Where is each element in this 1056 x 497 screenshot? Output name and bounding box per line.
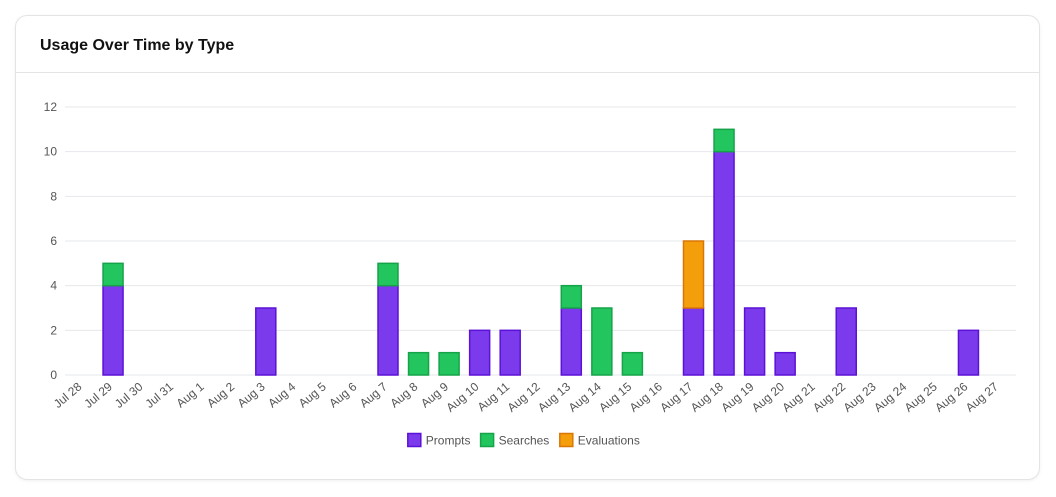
x-tick-label: Aug 3 [235, 379, 268, 410]
x-tick-label: Aug 24 [871, 379, 909, 414]
x-tick-label: Aug 10 [443, 379, 481, 414]
bar-prompts [713, 150, 735, 376]
bar-prompts [835, 307, 857, 376]
y-tick-label: 6 [50, 234, 57, 248]
legend-label-evaluations[interactable]: Evaluations [578, 434, 640, 448]
x-tick-label: Aug 4 [265, 379, 298, 410]
bar-searches [621, 351, 644, 376]
y-tick-label: 12 [44, 100, 58, 114]
x-tick-label: Aug 11 [475, 379, 513, 414]
x-tick-label: Aug 5 [296, 379, 329, 410]
x-tick-label: Aug 16 [627, 379, 665, 414]
x-tick-label: Aug 15 [596, 379, 634, 414]
x-tick-label: Aug 25 [902, 379, 940, 414]
legend-swatch-prompts[interactable] [407, 432, 422, 448]
bar-searches [713, 128, 735, 153]
y-tick-label: 2 [50, 323, 57, 337]
x-tick-label: Aug 6 [326, 379, 359, 410]
x-tick-label: Aug 7 [357, 379, 390, 410]
bar-prompts [743, 307, 766, 376]
bar-prompts [102, 284, 124, 376]
x-tick-label: Aug 21 [779, 379, 817, 414]
x-tick-label: Aug 1 [174, 379, 207, 410]
y-tick-label: 0 [50, 368, 57, 382]
x-tick-label: Aug 8 [387, 379, 420, 410]
x-tick-label: Aug 13 [535, 379, 573, 414]
legend-swatch-searches[interactable] [479, 432, 495, 448]
x-tick-label: Aug 26 [932, 379, 970, 414]
x-tick-label: Aug 22 [810, 379, 848, 414]
x-tick-label: Jul 29 [81, 379, 115, 411]
usage-chart-card: Usage Over Time by Type [15, 15, 1040, 480]
chart-title: Usage Over Time by Type [40, 37, 235, 54]
legend-label-searches[interactable]: Searches [499, 434, 550, 448]
x-tick-label: Aug 27 [963, 379, 1001, 414]
x-tick-label: Jul 31 [143, 379, 177, 411]
bar-prompts [377, 284, 399, 376]
bar-prompts [774, 351, 796, 376]
bar-searches [407, 351, 430, 376]
x-tick-label: Aug 20 [749, 379, 787, 414]
x-tick-label: Aug 23 [841, 379, 879, 414]
bar-searches [102, 262, 124, 287]
bar-searches [438, 351, 460, 376]
bar-searches [591, 307, 613, 376]
legend-label-prompts[interactable]: Prompts [426, 434, 471, 448]
x-tick-label: Aug 12 [505, 379, 543, 414]
card-header: Usage Over Time by Type [16, 16, 1039, 73]
bar-prompts [499, 329, 521, 376]
x-tick-label: Jul 28 [51, 379, 85, 411]
bar-prompts [255, 307, 277, 376]
x-tick-label: Aug 19 [718, 379, 756, 414]
x-tick-label: Aug 17 [657, 379, 695, 414]
x-tick-label: Aug 18 [688, 379, 726, 414]
bar-searches [377, 262, 399, 287]
y-tick-label: 10 [44, 145, 58, 159]
y-tick-label: 8 [50, 189, 57, 203]
x-tick-label: Aug 2 [204, 379, 237, 410]
x-tick-label: Aug 14 [566, 379, 604, 414]
bar-searches [560, 284, 583, 309]
bar-prompts [468, 329, 491, 376]
bar-prompts [560, 307, 583, 376]
bar-evaluations [682, 240, 705, 309]
legend-swatch-evaluations[interactable] [559, 432, 574, 448]
bar-prompts [682, 307, 705, 376]
x-tick-label: Jul 30 [112, 379, 146, 411]
y-tick-label: 4 [50, 279, 57, 293]
bar-prompts [957, 329, 980, 376]
